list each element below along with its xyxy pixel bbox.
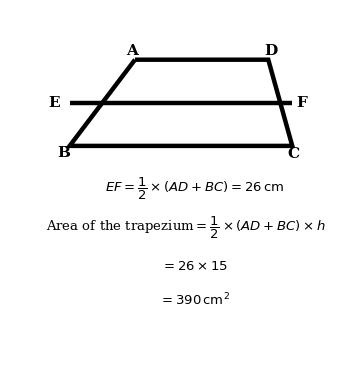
Text: A: A: [126, 44, 138, 58]
Text: B: B: [57, 146, 70, 160]
Text: F: F: [296, 96, 307, 110]
Text: Area of the trapezium$=\dfrac{1}{2} \times \left(AD + BC\right) \times h$: Area of the trapezium$=\dfrac{1}{2} \tim…: [46, 215, 325, 241]
Text: C: C: [288, 147, 300, 161]
Text: E: E: [48, 96, 60, 110]
Text: $= 26 \times 15$: $= 26 \times 15$: [161, 260, 228, 273]
Text: $EF = \dfrac{1}{2} \times \left(AD + BC\right) = 26\,\mathrm{cm}$: $EF = \dfrac{1}{2} \times \left(AD + BC\…: [105, 176, 284, 202]
Text: D: D: [264, 44, 278, 58]
Text: $= 390\,\mathrm{cm}^2$: $= 390\,\mathrm{cm}^2$: [160, 292, 230, 309]
